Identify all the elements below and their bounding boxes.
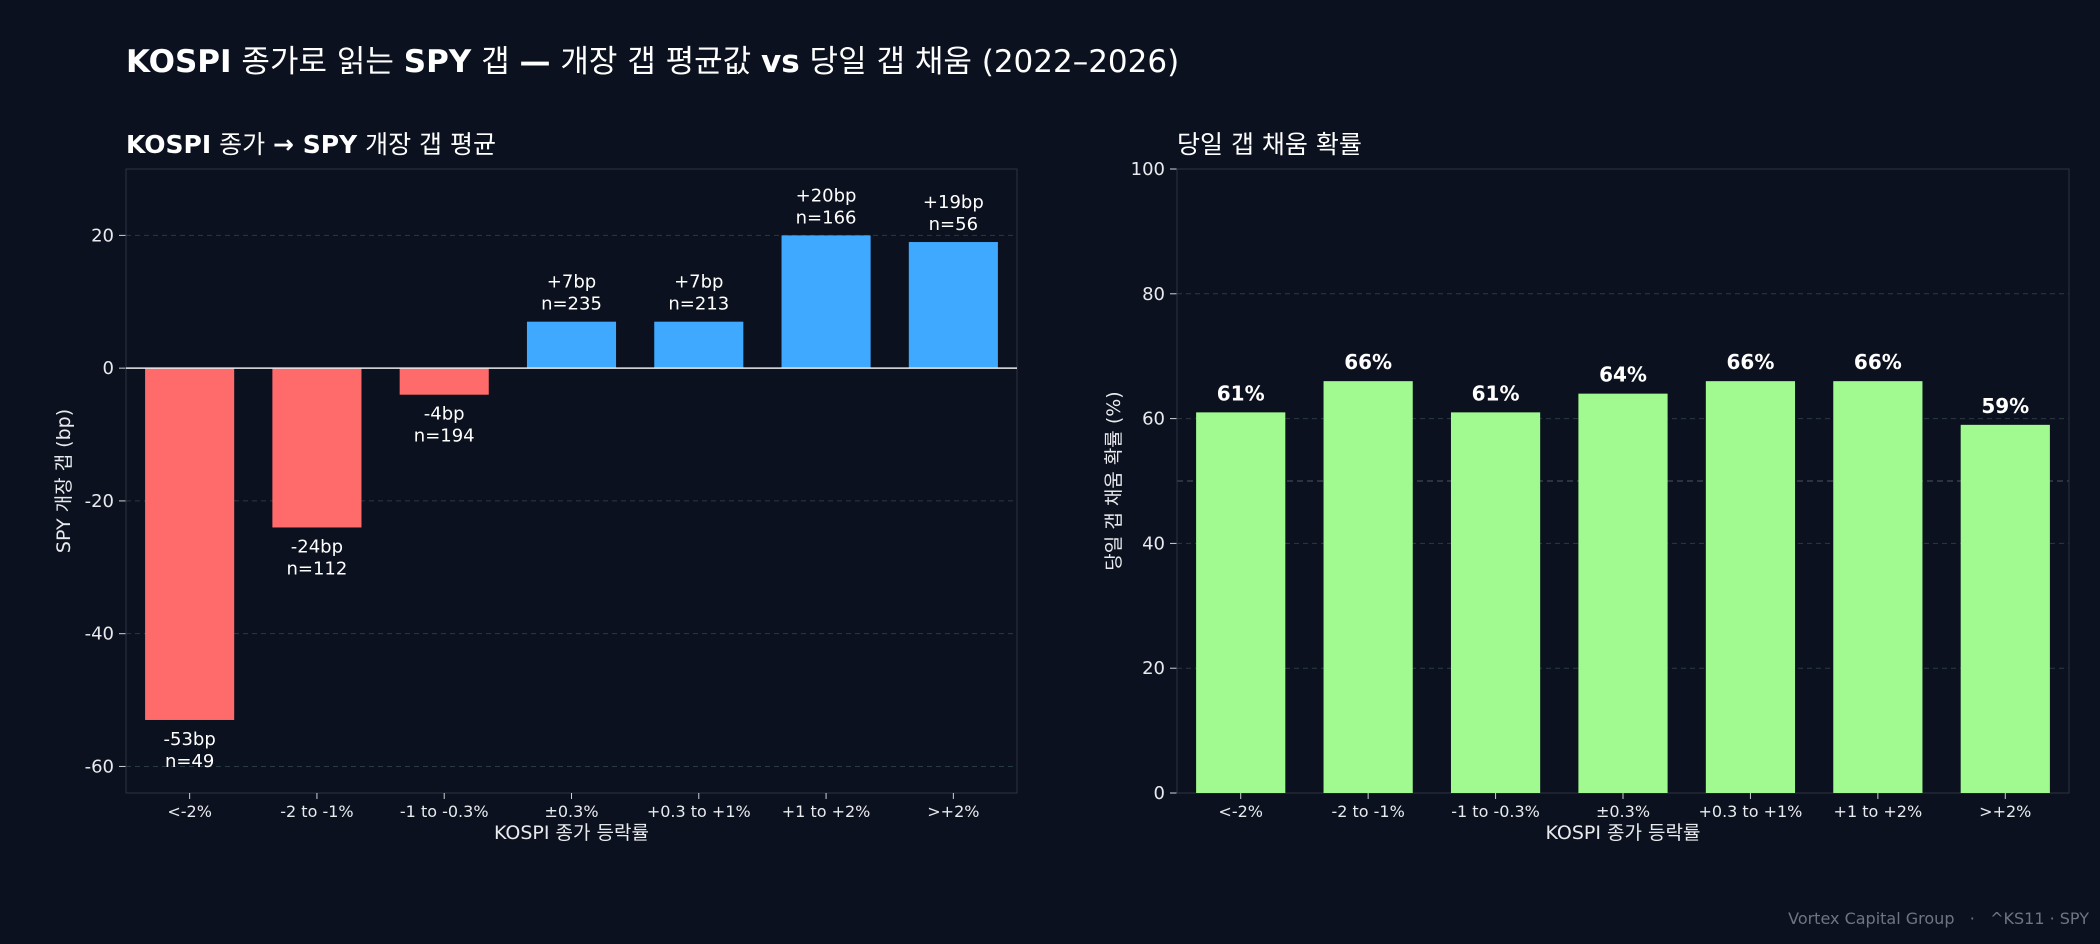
title-kospi: KOSPI (126, 44, 232, 80)
title-text-4: 당일 갭 채움 (2022–2026) (799, 44, 1180, 80)
footer-separator: · (1969, 909, 1975, 928)
chart2-value-label: 61% (1472, 381, 1520, 405)
chart2-value-label: 66% (1854, 350, 1902, 374)
chart2-bar (1450, 412, 1541, 793)
chart1-bar (145, 368, 235, 720)
footer: Vortex Capital Group · ^KS11 · SPY (1788, 909, 2089, 928)
chart1-value-label: +19bp (923, 192, 984, 213)
chart1-x-tick-label: +1 to +2% (782, 802, 871, 821)
chart1-y-tick-label: 20 (91, 225, 114, 246)
chart2-y-tick-label: 100 (1131, 159, 1165, 180)
footer-tickers: ^KS11 · SPY (1990, 909, 2089, 928)
chart2-title: 당일 갭 채움 확률 (1177, 130, 1362, 159)
chart2-y-tick-label: 80 (1142, 284, 1165, 305)
title-text-3: 개장 갭 평균값 (550, 44, 762, 80)
chart1-bar (526, 321, 617, 369)
chart1-value-label: +7bp (674, 272, 723, 293)
chart1-value-label: -53bp (164, 729, 216, 750)
chart2-y-tick-label: 20 (1142, 658, 1165, 679)
chart1-value-label: -24bp (291, 536, 343, 557)
chart1-count-label: n=56 (929, 214, 978, 235)
chart1-bar (399, 368, 489, 395)
chart1-title-part-0: KOSPI (126, 130, 211, 159)
chart2-x-axis-label: KOSPI 종가 등락률 (1546, 822, 1701, 844)
chart2-x-tick-label: ±0.3% (1596, 802, 1650, 821)
chart1-count-label: n=194 (414, 426, 475, 447)
title-spy: SPY (403, 44, 472, 80)
chart2-bar (1578, 393, 1668, 793)
chart1-title: KOSPI 종가 → SPY 개장 갭 평균 (126, 130, 496, 159)
chart1-value-label: +7bp (547, 272, 596, 293)
chart2-x-tick-label: <-2% (1218, 802, 1263, 821)
chart2-y-tick-label: 60 (1142, 409, 1165, 430)
chart2-bar (1323, 381, 1413, 793)
chart1-count-label: n=112 (286, 558, 347, 579)
chart1-count-label: n=49 (165, 751, 214, 772)
chart1-plot-frame (125, 168, 1018, 794)
chart1-value-label: -4bp (424, 404, 465, 425)
chart2-x-tick-label: >+2% (1979, 802, 2031, 821)
chart1-bar (654, 321, 744, 369)
chart2-bar (1960, 424, 2050, 793)
chart2-y-tick-label: 0 (1154, 783, 1165, 804)
chart1-y-tick-label: 0 (103, 358, 114, 379)
chart2-value-label: 59% (1981, 394, 2029, 418)
chart2-value-label: 61% (1217, 381, 1265, 405)
chart2-y-tick-label: 40 (1142, 533, 1165, 554)
chart1-title-part-2: → SPY (273, 130, 358, 159)
chart1-count-label: n=166 (796, 207, 857, 228)
chart1-count-label: n=213 (668, 294, 729, 315)
chart1-x-tick-label: -1 to -0.3% (400, 802, 489, 821)
chart1-count-label: n=235 (541, 294, 602, 315)
chart1-bar (908, 242, 998, 369)
chart2-value-label: 66% (1726, 350, 1774, 374)
chart2-x-tick-label: -2 to -1% (1331, 802, 1404, 821)
chart1-x-tick-label: >+2% (927, 802, 979, 821)
chart2-y-axis-label: 당일 갭 채움 확률 (%) (1103, 391, 1125, 570)
chart1-bar (781, 235, 871, 369)
chart1-y-axis-label: SPY 개장 갭 (bp) (53, 409, 75, 553)
page-title: KOSPI 종가로 읽는 SPY 갭 — 개장 갭 평균값 vs 당일 갭 채움… (126, 36, 1179, 81)
chart2-value-label: 66% (1344, 350, 1392, 374)
footer-brand: Vortex Capital Group (1788, 909, 1955, 928)
chart2-bar (1833, 381, 1923, 793)
title-text-2: 갭 (471, 44, 520, 80)
chart1-value-label: +20bp (796, 185, 857, 206)
title-text-1: 종가로 읽는 (231, 44, 404, 80)
chart1-y-tick-label: -60 (85, 756, 114, 777)
chart1-title-part-3: 개장 갭 평균 (357, 130, 496, 159)
title-vs: vs (761, 44, 800, 80)
title-dash: — (519, 44, 551, 80)
chart1-title-part-1: 종가 (211, 130, 273, 159)
chart2-value-label: 64% (1599, 363, 1647, 387)
chart2-title-part-0: 당일 갭 채움 확률 (1177, 130, 1362, 159)
chart2-x-tick-label: -1 to -0.3% (1451, 802, 1540, 821)
chart2-bar (1196, 412, 1286, 793)
chart1-x-tick-label: -2 to -1% (280, 802, 353, 821)
chart1-y-tick-label: -20 (85, 491, 114, 512)
chart1-y-tick-label: -40 (85, 624, 114, 645)
chart2-x-tick-label: +0.3 to +1% (1698, 802, 1802, 821)
chart1-x-tick-label: +0.3 to +1% (647, 802, 751, 821)
chart1-x-axis-label: KOSPI 종가 등락률 (494, 822, 649, 844)
chart2-x-tick-label: +1 to +2% (1834, 802, 1923, 821)
chart2-bar (1705, 381, 1796, 793)
chart1-bar (272, 368, 362, 528)
chart1-x-tick-label: <-2% (167, 802, 212, 821)
chart1-x-tick-label: ±0.3% (544, 802, 598, 821)
